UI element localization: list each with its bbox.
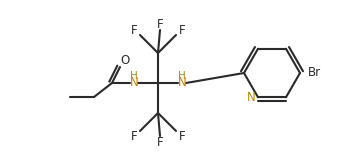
- Text: H: H: [130, 71, 138, 81]
- Text: O: O: [120, 54, 130, 68]
- Text: Br: Br: [307, 67, 321, 80]
- Text: N: N: [178, 77, 186, 89]
- Text: H: H: [178, 71, 186, 81]
- Text: F: F: [157, 135, 163, 149]
- Text: F: F: [131, 129, 137, 142]
- Text: F: F: [157, 17, 163, 31]
- Text: F: F: [179, 129, 185, 142]
- Text: F: F: [179, 24, 185, 37]
- Text: F: F: [131, 24, 137, 37]
- Text: N: N: [247, 91, 255, 104]
- Text: N: N: [130, 77, 138, 89]
